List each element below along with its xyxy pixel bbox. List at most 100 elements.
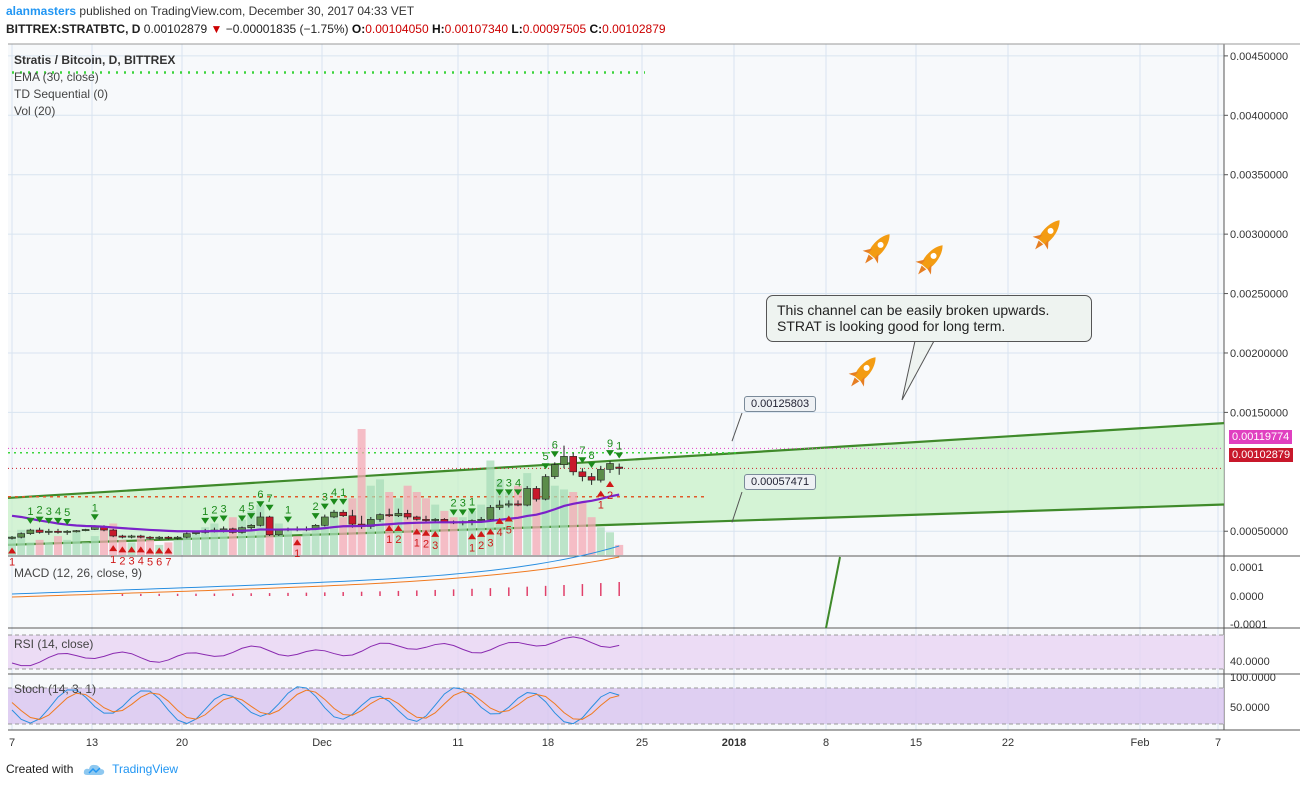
td-count-up: 7	[579, 445, 585, 457]
volume-bar	[146, 539, 154, 555]
td-count-down: 2	[478, 540, 484, 552]
volume-bar	[192, 532, 200, 555]
macd-tick-label: 0.0001	[1230, 562, 1264, 574]
annotation-callout[interactable]: This channel can be easily broken upward…	[766, 295, 1092, 342]
volume-bar	[201, 527, 210, 555]
td-count-down: 4	[138, 555, 144, 567]
rocket-window	[877, 241, 884, 248]
candle-body	[109, 529, 117, 537]
volume-bar	[541, 479, 550, 555]
td-count-down: 5	[147, 557, 153, 569]
volume-bar	[173, 539, 182, 555]
time-axis[interactable]: 7 13 20 Dec 11 18 25 2018 8 15 22 Feb 7	[9, 737, 1221, 749]
macd-tick-label: 0.0000	[1230, 591, 1264, 603]
price-box-last: 0.00102879	[1229, 448, 1294, 462]
high-label: H:	[431, 22, 445, 36]
candle-body	[146, 536, 154, 539]
ema-polyline	[11, 493, 620, 533]
tradingview-link[interactable]: TradingView	[112, 762, 179, 776]
td-down-triangle-icon	[541, 463, 550, 470]
candles	[8, 445, 624, 540]
td-count-up: 4	[331, 487, 337, 499]
price-tick-label: 0.00350000	[1230, 170, 1288, 182]
rocket-fin-right	[927, 264, 932, 275]
rocket-fin-left	[915, 259, 926, 265]
rsi-band	[8, 635, 1224, 669]
time-tick-label: Feb	[1131, 737, 1150, 749]
volume-bar	[302, 532, 311, 555]
td-up-triangle-icon	[127, 546, 136, 553]
time-tick-label: 7	[1215, 737, 1221, 749]
macd-pane-bg	[8, 557, 1224, 627]
rocket-icon	[1032, 220, 1060, 250]
td-up-triangle-icon	[504, 515, 513, 522]
volume-bar	[495, 479, 504, 555]
rocket-fin-left	[1032, 234, 1043, 240]
volume-bar	[320, 517, 329, 555]
candle-body	[35, 529, 44, 533]
candle-body	[192, 532, 200, 534]
td-up-triangle-icon	[146, 547, 154, 554]
td-count-up: 8	[589, 450, 595, 462]
td-down-triangle-icon	[468, 508, 476, 515]
channel-upper-label: 0.00125803	[744, 396, 817, 412]
legend-ema: EMA (30, close)	[14, 70, 99, 84]
volume-bar	[219, 529, 228, 555]
ema-line	[11, 493, 620, 533]
td-down-triangle-icon	[238, 515, 246, 522]
volume-bar	[578, 502, 587, 555]
volume-bar	[330, 510, 338, 555]
rocket-window	[930, 252, 937, 259]
td-down-triangle-icon	[449, 509, 458, 516]
td-down-triangle-icon	[504, 489, 513, 496]
candle-body	[320, 516, 329, 526]
volume-bar	[449, 517, 458, 555]
volume-bar	[422, 498, 430, 555]
candle-body	[330, 511, 338, 518]
td-up-triangle-icon	[385, 524, 394, 531]
volume-bar	[265, 517, 274, 555]
candle-body	[495, 504, 504, 508]
stoch-d-line	[11, 689, 620, 720]
candle-body	[63, 530, 72, 533]
td-down-triangle-icon	[63, 519, 72, 526]
rocket-fin-right	[1044, 239, 1049, 250]
macd-tick-label: -0.0001	[1230, 619, 1267, 631]
volume-bar	[247, 510, 256, 555]
td-count-up: 1	[202, 506, 208, 518]
candle-body	[514, 503, 522, 506]
price-axis[interactable]: 0.00450000 0.00400000 0.00350000 0.00300000…	[1224, 51, 1288, 714]
td-up-triangle-icon	[422, 529, 430, 536]
volume-bar	[458, 517, 467, 555]
volume-bar	[274, 523, 283, 555]
time-tick-label: 18	[542, 737, 554, 749]
candle-body	[137, 535, 145, 538]
td-count-down: 6	[156, 557, 162, 569]
candle-body	[385, 514, 394, 517]
close-value: 0.00102879	[602, 22, 666, 36]
volume-bar	[468, 510, 476, 555]
td-count-down: 7	[165, 557, 171, 569]
td-down-triangle-icon	[514, 489, 522, 496]
legend-rsi: RSI (14, close)	[14, 637, 94, 651]
td-count-down: 4	[497, 527, 503, 539]
time-tick-label: 7	[9, 737, 15, 749]
candle-body	[569, 456, 578, 473]
price-change: −0.00001835 (−1.75%)	[225, 22, 349, 36]
macd-pane	[11, 545, 841, 629]
td-up-triangle-icon	[431, 530, 440, 537]
td-count-down: 2	[395, 534, 401, 546]
rocket-window	[1047, 227, 1054, 234]
volume-bar	[523, 473, 532, 555]
volume-bar	[477, 504, 486, 555]
td-up-triangle-icon	[486, 528, 495, 535]
rocket-fin-right	[860, 376, 865, 387]
td-count-down: 3	[432, 540, 438, 552]
author-name[interactable]: alanmasters	[6, 4, 77, 18]
candle-body	[560, 456, 568, 465]
volume-bar	[136, 536, 145, 555]
candle-body	[486, 507, 495, 520]
rocket-flame	[865, 254, 874, 264]
volume-bar	[284, 529, 292, 555]
